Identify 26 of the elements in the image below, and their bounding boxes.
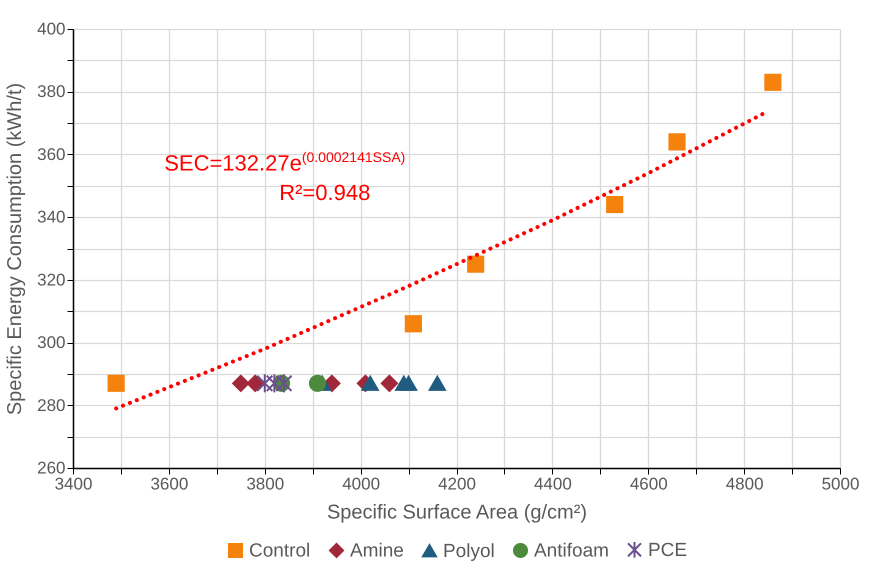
x-tick-label: 3800	[246, 474, 284, 494]
legend-label: Amine	[350, 540, 404, 562]
y-axis-title: Specific Energy Consumption (kWh/t)	[4, 82, 26, 416]
legend-label: Polyol	[443, 540, 495, 562]
x-tick-label: 3400	[54, 474, 92, 494]
annotation: R²=0.948	[279, 180, 370, 206]
y-tick-label: 380	[37, 82, 66, 102]
x-tick-label: 4200	[438, 474, 476, 494]
y-tick-label: 360	[37, 144, 66, 164]
x-axis-title: Specific Surface Area (g/cm²)	[326, 502, 588, 524]
legend-label: Antifoam	[534, 540, 609, 562]
legend-label: Control	[249, 540, 310, 562]
x-tick-label: 4400	[534, 474, 572, 494]
x-tick-label: 4800	[726, 474, 764, 494]
y-tick-label: 300	[37, 333, 66, 352]
x-tick-label: 3600	[150, 474, 188, 494]
x-tick-label: 4600	[630, 474, 668, 494]
y-tick-label: 280	[37, 396, 66, 415]
y-tick-label: 400	[37, 20, 66, 38]
x-tick-label: 5000	[822, 474, 860, 494]
y-tick-label: 260	[37, 458, 66, 478]
y-tick-label: 340	[37, 208, 66, 227]
y-tick-label: 320	[37, 270, 66, 290]
legend-label: PCE	[648, 540, 688, 561]
annotation: SEC=132.27e$^{(0.0002141SSA)}$	[164, 149, 406, 176]
x-tick-label: 4000	[342, 474, 380, 494]
